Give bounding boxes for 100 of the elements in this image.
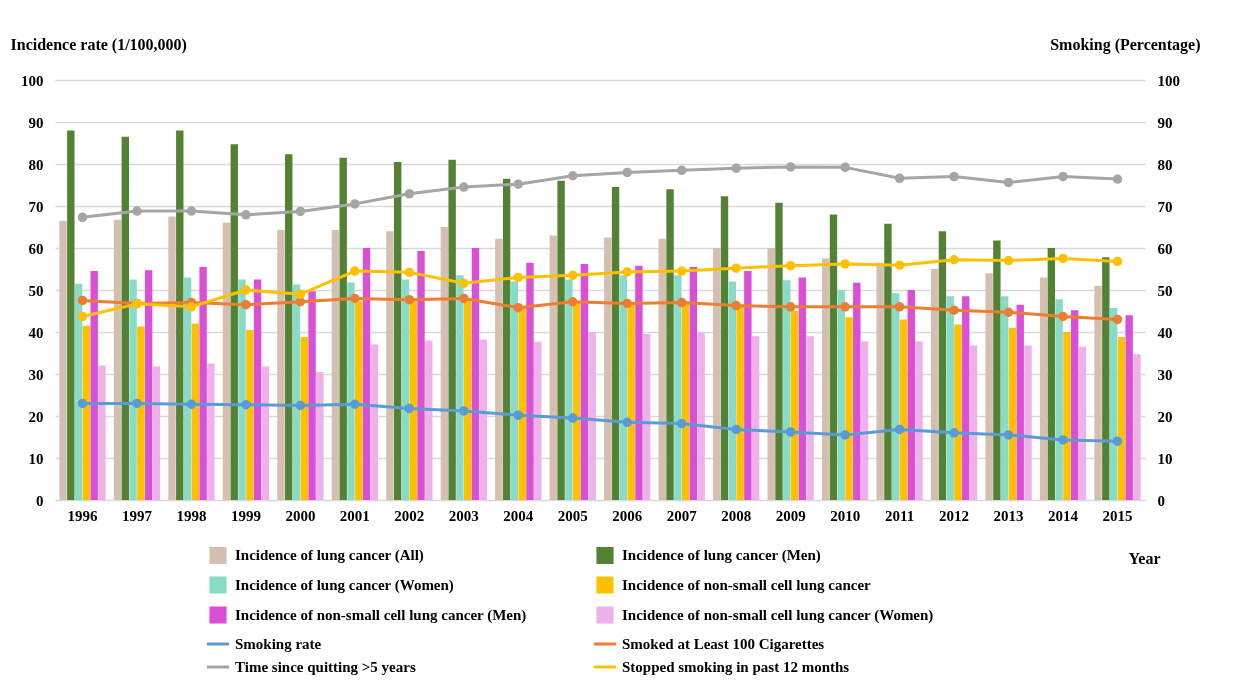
- y2-tick-label: 20: [1157, 408, 1173, 425]
- bar: [954, 324, 962, 500]
- point: [241, 285, 251, 295]
- bar: [775, 202, 783, 500]
- bar: [495, 238, 503, 500]
- bar: [720, 196, 729, 500]
- point: [840, 162, 850, 173]
- bar: [938, 231, 947, 500]
- bar: [790, 311, 799, 500]
- bar: [783, 280, 791, 500]
- point: [77, 212, 88, 223]
- y-tick-label: 10: [28, 450, 44, 467]
- point: [622, 417, 632, 428]
- point: [622, 167, 632, 178]
- bar: [277, 229, 285, 500]
- point: [731, 263, 741, 273]
- y-tick-label: 80: [28, 156, 44, 173]
- point: [459, 293, 469, 304]
- bar: [681, 302, 690, 500]
- point: [1003, 307, 1014, 317]
- point: [622, 267, 632, 277]
- point: [1058, 435, 1068, 445]
- bar: [1008, 327, 1017, 500]
- bar: [565, 279, 573, 500]
- point: [785, 260, 796, 271]
- x-tick-label: 2002: [394, 507, 425, 524]
- bar: [1000, 296, 1009, 500]
- x-tick-label: 2000: [285, 507, 316, 524]
- bar: [417, 250, 425, 500]
- legend-label: Incidence of lung cancer (All): [235, 547, 424, 565]
- bar: [853, 282, 861, 500]
- bar: [129, 279, 137, 500]
- bar: [222, 222, 231, 500]
- point: [1112, 436, 1123, 446]
- bar: [144, 270, 153, 500]
- x-tick-label: 2010: [830, 507, 861, 524]
- point: [676, 418, 687, 429]
- bar: [113, 219, 122, 500]
- bar: [1078, 346, 1087, 500]
- bar: [674, 275, 682, 500]
- bar: [588, 332, 596, 500]
- point: [676, 297, 687, 308]
- point: [840, 430, 850, 440]
- bar: [98, 365, 106, 500]
- point: [622, 298, 632, 309]
- y2-tick-label: 70: [1157, 198, 1173, 215]
- bar: [526, 262, 534, 500]
- y2-tick-label: 90: [1157, 114, 1173, 131]
- bar: [339, 157, 347, 500]
- x-tick-label: 2005: [557, 507, 588, 524]
- x-tick-label: 2008: [721, 507, 752, 524]
- point: [1003, 430, 1014, 440]
- point: [404, 294, 415, 305]
- bar: [728, 281, 736, 500]
- bar: [969, 345, 978, 500]
- point: [894, 173, 905, 184]
- bar: [1070, 310, 1079, 500]
- y-tick-label: 60: [28, 240, 44, 257]
- bar: [572, 302, 581, 500]
- bar: [207, 363, 215, 500]
- legend-label: Incidence of non-small cell lung cancer (Men): [235, 607, 527, 624]
- y-tick-label: 50: [28, 282, 44, 299]
- bar: [821, 258, 830, 500]
- point: [132, 398, 142, 409]
- bar: [479, 339, 487, 500]
- bar: [199, 266, 207, 500]
- point: [459, 182, 469, 192]
- point: [404, 189, 415, 199]
- bar: [829, 214, 838, 500]
- point: [894, 302, 905, 312]
- bar: [1117, 337, 1126, 500]
- bar: [557, 180, 565, 500]
- bar: [892, 293, 900, 500]
- bar: [627, 302, 635, 500]
- bar: [67, 130, 75, 500]
- bar: [168, 216, 176, 500]
- point: [731, 300, 741, 311]
- legend-label: Time since quitting >5 years: [235, 659, 416, 675]
- point: [949, 428, 959, 438]
- y-tick-label: 0: [36, 492, 44, 509]
- point: [1058, 253, 1068, 264]
- x-tick-label: 2007: [666, 507, 698, 524]
- x-tick-label: 2003: [448, 507, 479, 524]
- x-tick-label: 2001: [339, 507, 370, 524]
- point: [77, 311, 88, 322]
- bar: [440, 227, 449, 500]
- bar: [409, 301, 417, 500]
- point: [840, 302, 850, 312]
- bar: [666, 189, 674, 500]
- legend-label: Stopped smoking in past 12 months: [622, 659, 850, 675]
- bar: [464, 298, 472, 500]
- x-tick-label: 2006: [612, 507, 643, 524]
- y-tick-label: 70: [28, 198, 44, 215]
- point: [350, 266, 360, 276]
- point: [568, 270, 578, 281]
- y-tick-label: 30: [28, 366, 44, 383]
- bar: [191, 323, 200, 500]
- bar: [331, 229, 340, 500]
- point: [513, 179, 524, 189]
- y2-tick-label: 80: [1157, 156, 1173, 173]
